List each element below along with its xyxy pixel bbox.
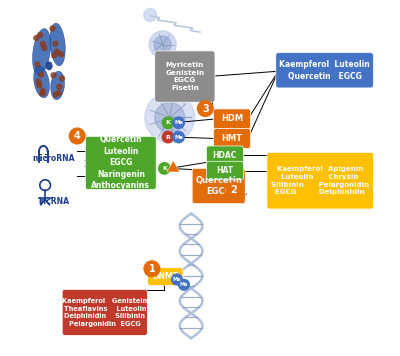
Text: Me: Me	[173, 277, 181, 282]
Circle shape	[34, 36, 39, 41]
Circle shape	[179, 279, 189, 290]
FancyBboxPatch shape	[85, 136, 156, 189]
Circle shape	[40, 41, 45, 46]
Text: microRNA: microRNA	[33, 154, 75, 163]
Text: Myricetin
Genistein
EGCG
Fisetin: Myricetin Genistein EGCG Fisetin	[165, 62, 204, 91]
FancyBboxPatch shape	[214, 129, 250, 148]
Ellipse shape	[32, 29, 51, 74]
Circle shape	[50, 26, 55, 31]
Text: 4: 4	[74, 131, 80, 141]
Circle shape	[42, 46, 47, 51]
Text: HMT: HMT	[222, 134, 242, 143]
FancyBboxPatch shape	[62, 289, 147, 335]
Circle shape	[155, 103, 185, 132]
Circle shape	[60, 76, 64, 81]
Text: lncRNA: lncRNA	[38, 197, 70, 206]
Circle shape	[56, 90, 61, 95]
Circle shape	[54, 49, 59, 54]
Text: 1: 1	[148, 264, 155, 274]
Ellipse shape	[51, 71, 64, 100]
Text: Kaempferol   Genistein
Theaflavins    Luteolin
Delphinidin    Silibinin
Pelargon: Kaempferol Genistein Theaflavins Luteoli…	[62, 298, 147, 327]
Text: HDAC: HDAC	[213, 151, 237, 160]
Circle shape	[69, 128, 85, 144]
Circle shape	[172, 274, 182, 285]
Circle shape	[162, 131, 174, 143]
Text: HAT: HAT	[216, 166, 234, 175]
FancyBboxPatch shape	[214, 109, 250, 129]
Circle shape	[36, 79, 41, 84]
Polygon shape	[167, 161, 180, 172]
Text: 2: 2	[230, 185, 237, 195]
Circle shape	[145, 93, 195, 142]
Ellipse shape	[46, 62, 53, 70]
Circle shape	[57, 84, 62, 89]
Circle shape	[173, 131, 184, 143]
Text: 3: 3	[202, 104, 209, 114]
Circle shape	[58, 52, 64, 57]
Circle shape	[40, 91, 45, 96]
Circle shape	[162, 67, 189, 94]
FancyBboxPatch shape	[276, 53, 373, 88]
FancyBboxPatch shape	[267, 152, 373, 209]
Circle shape	[52, 53, 57, 58]
Text: K: K	[166, 120, 170, 125]
Text: K: K	[162, 166, 167, 171]
FancyBboxPatch shape	[206, 161, 244, 180]
Circle shape	[51, 73, 56, 78]
FancyBboxPatch shape	[148, 268, 183, 286]
Ellipse shape	[34, 66, 50, 98]
Circle shape	[198, 101, 213, 116]
Ellipse shape	[50, 23, 65, 66]
Circle shape	[39, 72, 44, 77]
Text: Quercetin
Luteolin
EGCG
Naringenin
Anthocyanins: Quercetin Luteolin EGCG Naringenin Antho…	[91, 136, 150, 190]
Text: Me: Me	[174, 120, 183, 125]
Text: HDM: HDM	[221, 114, 243, 124]
Circle shape	[162, 117, 174, 129]
Circle shape	[53, 92, 58, 97]
Circle shape	[149, 31, 176, 58]
Circle shape	[144, 9, 156, 21]
Circle shape	[38, 32, 42, 37]
Circle shape	[53, 41, 58, 46]
Circle shape	[37, 83, 42, 88]
Text: Kaempferol  Apigenin
Luteolin      Chrysin
Silibinin      Pelargonidin
EGCG     : Kaempferol Apigenin Luteolin Chrysin Sil…	[271, 166, 369, 195]
Circle shape	[144, 261, 160, 277]
Circle shape	[226, 183, 242, 198]
Circle shape	[154, 36, 171, 53]
Circle shape	[159, 163, 170, 174]
Text: Me: Me	[174, 135, 183, 140]
Circle shape	[166, 72, 184, 89]
Circle shape	[40, 89, 45, 94]
Text: Me: Me	[180, 282, 188, 287]
Text: R: R	[166, 135, 170, 140]
FancyBboxPatch shape	[155, 51, 215, 102]
FancyBboxPatch shape	[192, 168, 245, 204]
Circle shape	[173, 117, 184, 129]
Text: Quercetin
EGCG: Quercetin EGCG	[195, 176, 242, 196]
FancyBboxPatch shape	[206, 146, 244, 164]
Text: Kaempferol  Luteolin
Quercetin   EGCG: Kaempferol Luteolin Quercetin EGCG	[279, 60, 370, 80]
Circle shape	[35, 62, 40, 67]
Text: DNMT: DNMT	[152, 272, 178, 281]
